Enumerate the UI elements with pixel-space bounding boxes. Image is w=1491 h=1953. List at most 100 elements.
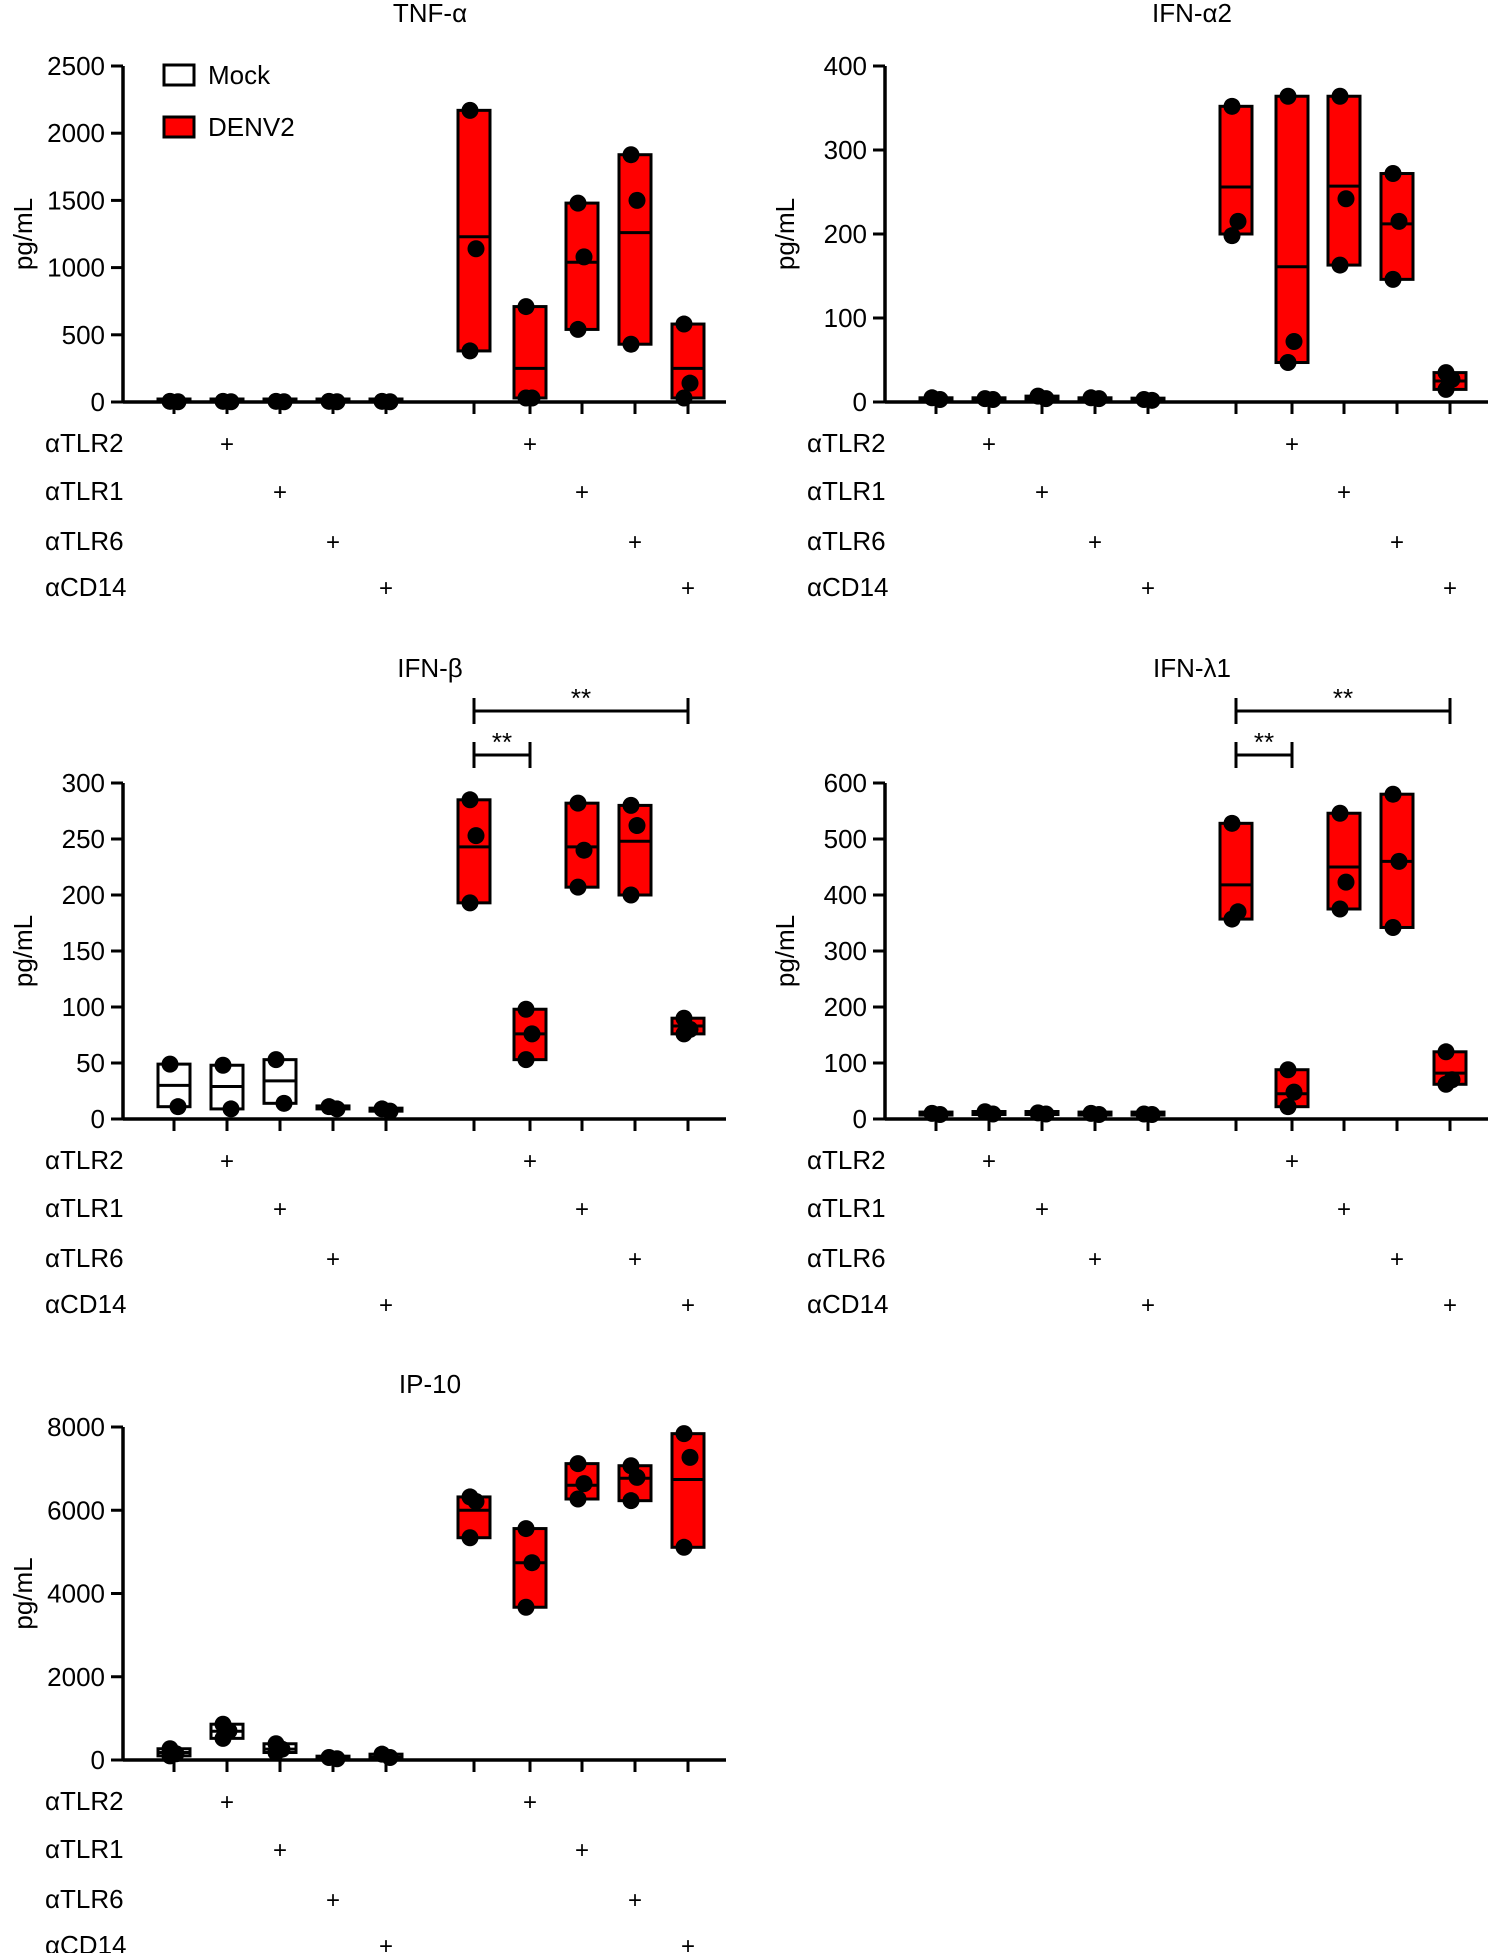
treatment-plus-marker: + (379, 1292, 393, 1319)
data-point (575, 1475, 593, 1493)
treatment-plus-marker: + (273, 479, 287, 506)
chart-panel: IFN-λ1 pg/mL 0 100 200 300 400 500 600 αTLR2 + + αTL… (770, 653, 1488, 1319)
data-point (461, 1529, 479, 1547)
data-point (1437, 1075, 1455, 1093)
treatment-plus-marker: + (1035, 479, 1049, 506)
chart-title: IFN-β (397, 653, 463, 683)
y-axis-label: pg/mL (8, 1557, 38, 1629)
data-point (1223, 227, 1241, 245)
treatment-row-label: αTLR1 (45, 476, 124, 506)
box-denv2 (456, 798, 492, 905)
treatment-plus-marker: + (982, 1148, 996, 1175)
data-point (1384, 165, 1402, 183)
y-tick-label: 400 (824, 51, 867, 81)
y-tick-label: 200 (824, 992, 867, 1022)
data-point (931, 390, 949, 408)
treatment-row-label: αTLR2 (807, 428, 886, 458)
data-point (381, 393, 399, 411)
legend-swatch-denv2 (162, 115, 196, 139)
data-point (161, 1055, 179, 1073)
treatment-plus-marker: + (628, 1887, 642, 1914)
box-denv2 (617, 153, 653, 346)
y-tick-label: 2500 (47, 51, 105, 81)
box-denv2 (456, 108, 492, 353)
data-point (467, 240, 485, 258)
treatment-row-label: αTLR6 (807, 1243, 886, 1273)
data-point (575, 248, 593, 266)
treatment-plus-marker: + (326, 1246, 340, 1273)
y-tick-label: 200 (62, 880, 105, 910)
treatment-plus-marker: + (326, 529, 340, 556)
treatment-plus-marker: + (220, 1148, 234, 1175)
y-tick-label: 4000 (47, 1579, 105, 1609)
box-denv2 (564, 201, 600, 331)
data-point (1279, 87, 1297, 105)
treatment-row-label: αTLR6 (45, 1884, 124, 1914)
data-point (1229, 212, 1247, 230)
significance-label: ** (492, 727, 512, 757)
treatment-row-label: αCD14 (807, 572, 889, 602)
treatment-plus-marker: + (681, 1292, 695, 1319)
treatment-row-label: αTLR6 (45, 526, 124, 556)
data-point (681, 374, 699, 392)
y-tick-label: 100 (824, 1048, 867, 1078)
y-tick-label: 1000 (47, 253, 105, 283)
treatment-plus-marker: + (379, 1933, 393, 1953)
data-point (675, 389, 693, 407)
treatment-row-label: αTLR6 (807, 526, 886, 556)
treatment-row-label: αCD14 (807, 1289, 889, 1319)
data-point (161, 1747, 179, 1765)
treatment-plus-marker: + (1390, 1246, 1404, 1273)
data-point (569, 1490, 587, 1508)
y-tick-label: 500 (824, 824, 867, 854)
data-point (675, 315, 693, 333)
treatment-plus-marker: + (326, 1887, 340, 1914)
data-point (675, 1425, 693, 1443)
treatment-plus-marker: + (220, 431, 234, 458)
treatment-plus-marker: + (681, 575, 695, 602)
data-point (517, 1598, 535, 1616)
data-point (523, 1554, 541, 1572)
y-tick-label: 0 (91, 1104, 105, 1134)
treatment-plus-marker: + (379, 575, 393, 602)
y-tick-label: 8000 (47, 1412, 105, 1442)
treatment-plus-marker: + (1337, 1196, 1351, 1223)
data-point (1331, 900, 1349, 918)
data-point (1384, 270, 1402, 288)
data-point (1037, 390, 1055, 408)
data-point (1285, 1083, 1303, 1101)
significance-label: ** (1254, 727, 1274, 757)
y-tick-label: 0 (853, 387, 867, 417)
treatment-plus-marker: + (1337, 479, 1351, 506)
y-tick-label: 6000 (47, 1495, 105, 1525)
chart-panel: IP-10 pg/mL 0 2000 4000 6000 8000 αTLR2 + + αTLR1 +… (8, 1369, 726, 1953)
data-point (569, 1455, 587, 1473)
data-point (675, 1025, 693, 1043)
y-tick-label: 150 (62, 936, 105, 966)
data-point (517, 1520, 535, 1538)
chart-title: IP-10 (399, 1369, 461, 1399)
data-point (222, 1100, 240, 1118)
data-point (1143, 391, 1161, 409)
y-tick-label: 0 (853, 1104, 867, 1134)
data-point (461, 791, 479, 809)
data-point (222, 393, 240, 411)
treatment-row-label: αTLR2 (45, 1145, 124, 1175)
treatment-plus-marker: + (1443, 1292, 1457, 1319)
data-point (622, 886, 640, 904)
data-point (569, 878, 587, 896)
data-point (1223, 814, 1241, 832)
data-point (328, 1750, 346, 1768)
data-point (1090, 390, 1108, 408)
y-tick-label: 2000 (47, 118, 105, 148)
data-point (381, 1749, 399, 1767)
treatment-plus-marker: + (273, 1837, 287, 1864)
y-tick-label: 1500 (47, 185, 105, 215)
treatment-plus-marker: + (628, 529, 642, 556)
treatment-plus-marker: + (628, 1246, 642, 1273)
y-axis-label: pg/mL (770, 198, 800, 270)
data-point (169, 393, 187, 411)
data-point (622, 335, 640, 353)
treatment-plus-marker: + (1088, 529, 1102, 556)
treatment-plus-marker: + (575, 1196, 589, 1223)
